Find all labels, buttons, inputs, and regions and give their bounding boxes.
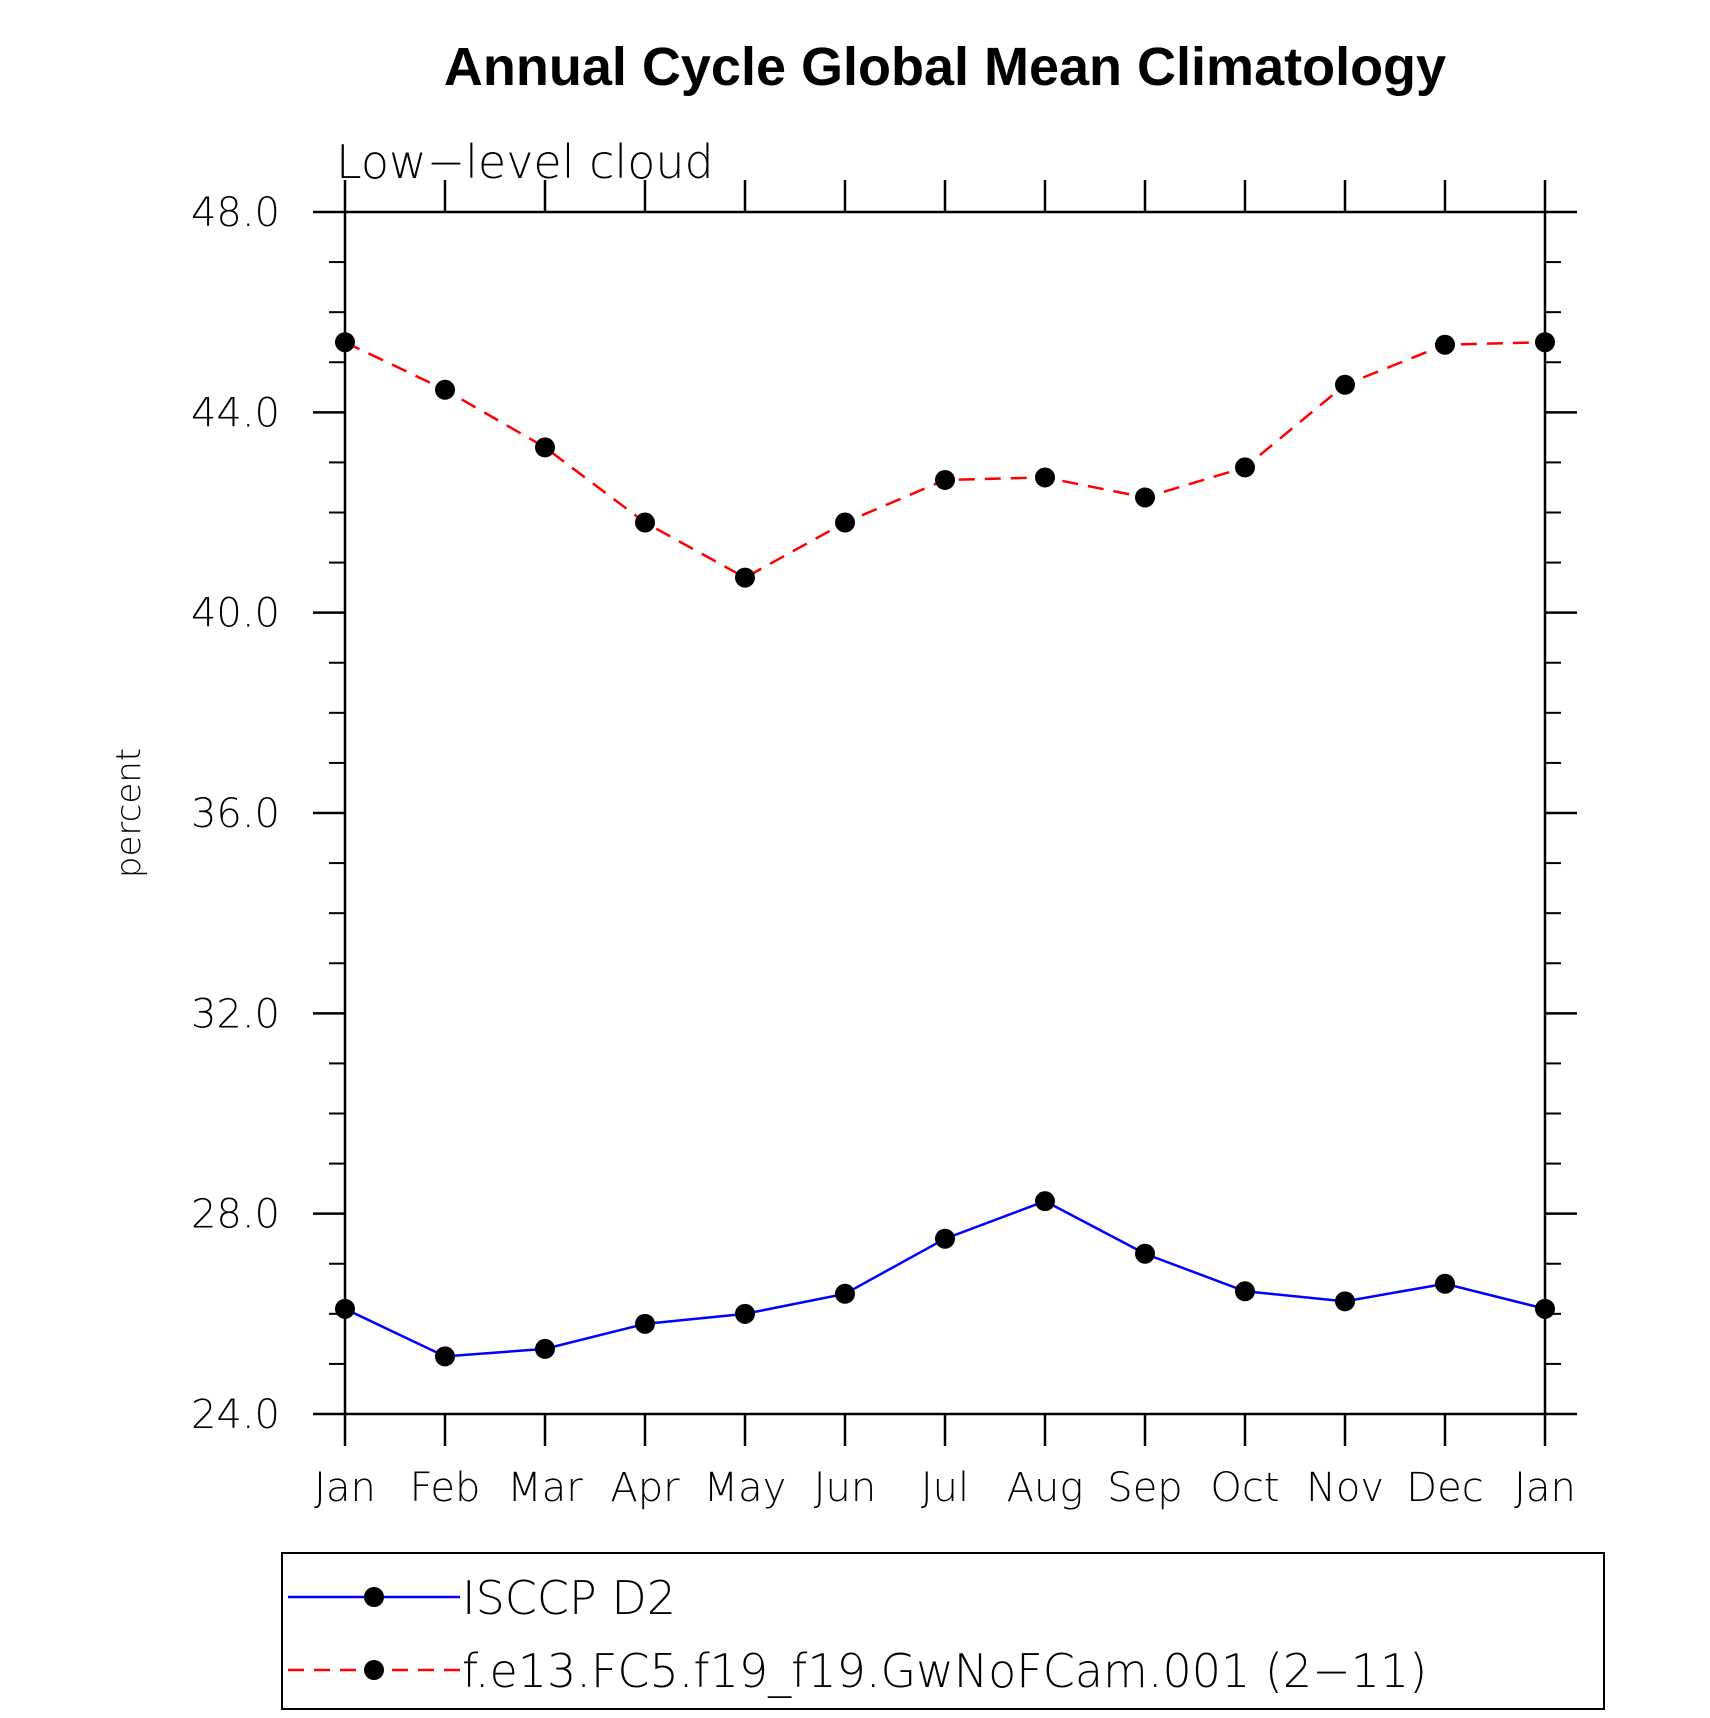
legend-marker-model xyxy=(364,1660,384,1680)
y-tick-label: 48.0 xyxy=(191,190,280,236)
data-point xyxy=(1235,457,1255,478)
data-point xyxy=(1135,487,1155,508)
chart-title: Annual Cycle Global Mean Climatology xyxy=(444,37,1446,97)
y-tick-label: 44.0 xyxy=(191,390,280,436)
x-tick-label: Jan xyxy=(314,1465,376,1511)
data-point xyxy=(435,1346,455,1367)
y-tick-label: 40.0 xyxy=(191,591,280,637)
data-point xyxy=(935,1228,955,1249)
data-point xyxy=(1435,334,1455,355)
data-point xyxy=(1535,1298,1555,1319)
legend-label-model: f.e13.FC5.f19_f19.GwNoFCam.001 (2−11) xyxy=(462,1644,1427,1698)
data-point xyxy=(1135,1243,1155,1264)
x-tick-label: Jan xyxy=(1514,1465,1576,1511)
x-tick-label: Jul xyxy=(921,1465,969,1511)
data-point xyxy=(1535,332,1555,353)
data-point xyxy=(635,1313,655,1334)
legend-label-isccp: ISCCP D2 xyxy=(462,1571,676,1625)
legend-marker-isccp xyxy=(364,1587,384,1607)
x-tick-label: May xyxy=(704,1465,787,1511)
x-tick-label: Mar xyxy=(507,1465,583,1511)
x-tick-label: Feb xyxy=(410,1465,481,1511)
data-point xyxy=(535,1338,555,1359)
x-tick-label: Oct xyxy=(1210,1465,1279,1511)
y-axis-label: percent xyxy=(109,748,149,878)
data-point xyxy=(335,332,355,353)
data-point xyxy=(535,437,555,458)
legend: ISCCP D2 f.e13.FC5.f19_f19.GwNoFCam.001 … xyxy=(281,1552,1605,1710)
data-point xyxy=(835,1283,855,1304)
plot-axes: 24.0 28.0 32.0 36.0 40.0 44.0 48.0 Jan Feb Mar Apr… xyxy=(191,180,1577,1511)
data-point xyxy=(735,1303,755,1324)
x-tick-label: Jun xyxy=(814,1465,877,1511)
x-tick-label: Apr xyxy=(610,1465,680,1511)
x-tick-label: Dec xyxy=(1406,1465,1483,1511)
data-point xyxy=(1235,1281,1255,1302)
x-tick-label: Nov xyxy=(1306,1465,1384,1511)
data-point xyxy=(1335,374,1355,395)
data-series xyxy=(335,332,1555,1367)
series-line-0 xyxy=(344,1199,1546,1358)
data-point xyxy=(335,1298,355,1319)
data-point xyxy=(735,567,755,588)
y-tick-label: 28.0 xyxy=(191,1192,280,1238)
x-tick-label: Aug xyxy=(1007,1465,1084,1511)
data-point xyxy=(435,379,455,400)
data-point xyxy=(1035,1191,1055,1212)
data-point xyxy=(835,512,855,533)
x-tick-label: Sep xyxy=(1107,1465,1182,1511)
data-point xyxy=(935,469,955,490)
data-point xyxy=(1035,467,1055,488)
series-line-1 xyxy=(344,340,1546,580)
data-point xyxy=(1435,1273,1455,1294)
data-point xyxy=(635,512,655,533)
y-tick-label: 36.0 xyxy=(191,791,280,837)
y-tick-label: 24.0 xyxy=(191,1392,280,1438)
legend-box xyxy=(281,1552,1605,1710)
data-point xyxy=(1335,1291,1355,1312)
y-tick-label: 32.0 xyxy=(191,991,280,1037)
chart-subtitle: Low−level cloud xyxy=(336,135,714,189)
